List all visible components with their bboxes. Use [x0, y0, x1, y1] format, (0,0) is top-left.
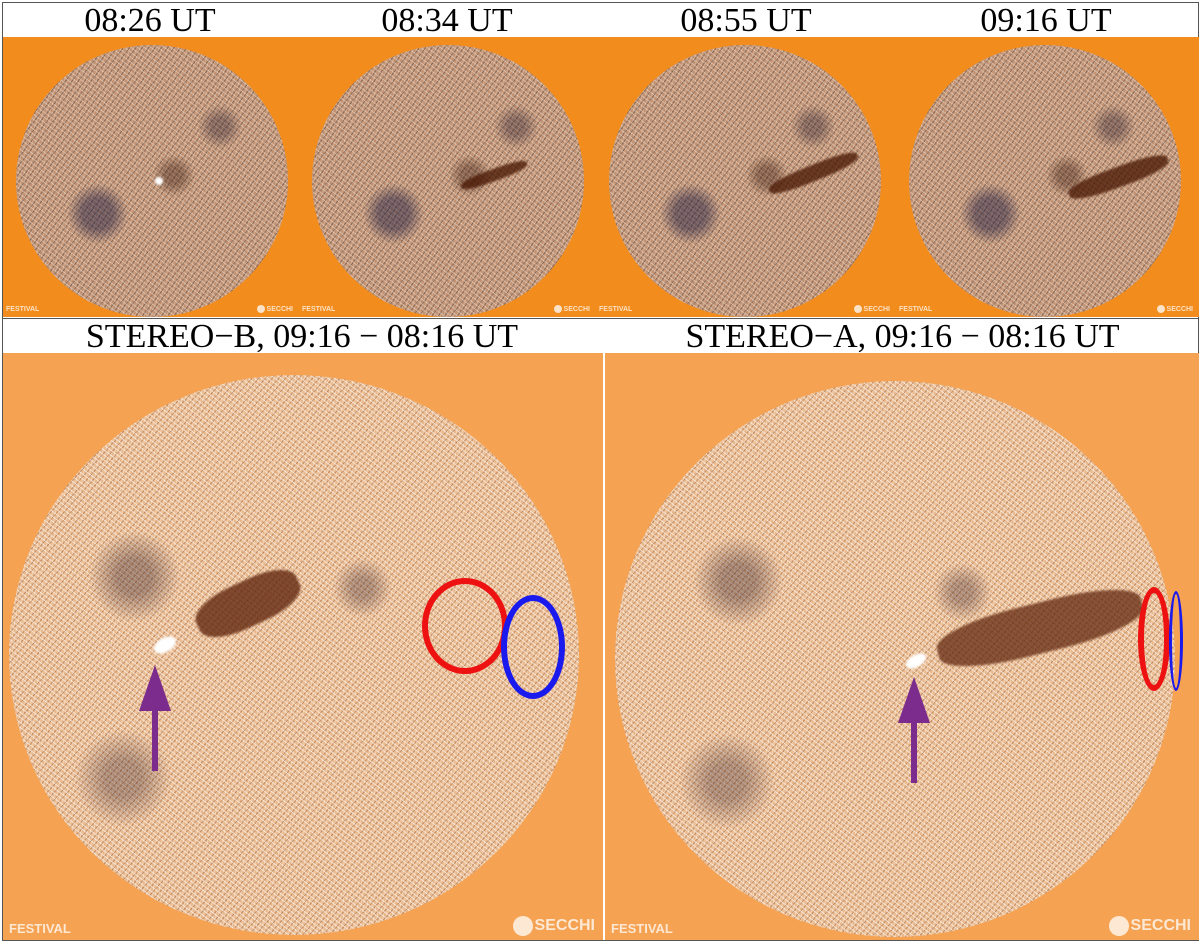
festival-watermark: FESTIVAL — [6, 306, 40, 313]
solar-disk — [615, 381, 1175, 937]
arrow-head — [139, 665, 171, 711]
festival-watermark: FESTIVAL — [611, 921, 673, 936]
secchi-watermark: SECCHI — [553, 305, 590, 313]
frame-4-time: 09:16 UT — [980, 2, 1112, 39]
purple-arrow — [898, 677, 930, 783]
stereo-a-title: STEREO−A, 09:16 − 08:16 UT — [685, 318, 1120, 355]
secchi-logo-icon — [553, 305, 562, 313]
solar-disk — [16, 45, 288, 317]
festival-watermark: FESTIVAL — [599, 306, 633, 313]
arrow-head — [898, 677, 930, 723]
secchi-logo-icon — [1156, 305, 1165, 313]
secchi-logo-icon — [256, 305, 265, 313]
purple-arrow — [139, 665, 171, 771]
flare-brightening — [155, 177, 163, 185]
arrow-shaft — [152, 709, 158, 771]
secchi-logo-icon — [512, 916, 533, 936]
frame-1-time: 08:26 UT — [84, 2, 216, 39]
blue-ring — [501, 595, 565, 699]
solar-frame-2: FESTIVAL SECCHI — [299, 37, 596, 317]
solar-frame-4: FESTIVAL SECCHI — [896, 37, 1199, 317]
solar-disk — [609, 45, 881, 317]
stereo-b-panel: FESTIVAL SECCHI — [3, 353, 603, 940]
secchi-watermark: SECCHI — [1108, 916, 1191, 936]
red-ring — [1138, 587, 1170, 691]
secchi-logo-icon — [1108, 916, 1129, 936]
secchi-watermark: SECCHI — [853, 305, 890, 313]
secchi-watermark: SECCHI — [256, 305, 293, 313]
stereo-b-title: STEREO−B, 09:16 − 08:16 UT — [85, 318, 519, 355]
blue-ring — [1169, 591, 1183, 691]
festival-watermark: FESTIVAL — [899, 306, 933, 313]
red-ring — [422, 578, 508, 674]
arrow-shaft — [911, 721, 917, 783]
secchi-watermark: SECCHI — [512, 916, 595, 936]
solar-disk — [909, 45, 1181, 317]
stereo-a-panel: FESTIVAL SECCHI — [605, 353, 1199, 940]
solar-frame-3: FESTIVAL SECCHI — [596, 37, 896, 317]
festival-watermark: FESTIVAL — [9, 921, 71, 936]
festival-watermark: FESTIVAL — [302, 306, 336, 313]
secchi-watermark: SECCHI — [1156, 305, 1193, 313]
frame-2-time: 08:34 UT — [381, 2, 513, 39]
secchi-logo-icon — [853, 305, 862, 313]
frame-3-time: 08:55 UT — [680, 2, 812, 39]
solar-disk — [312, 45, 584, 317]
solar-frame-1: FESTIVAL SECCHI — [3, 37, 299, 317]
